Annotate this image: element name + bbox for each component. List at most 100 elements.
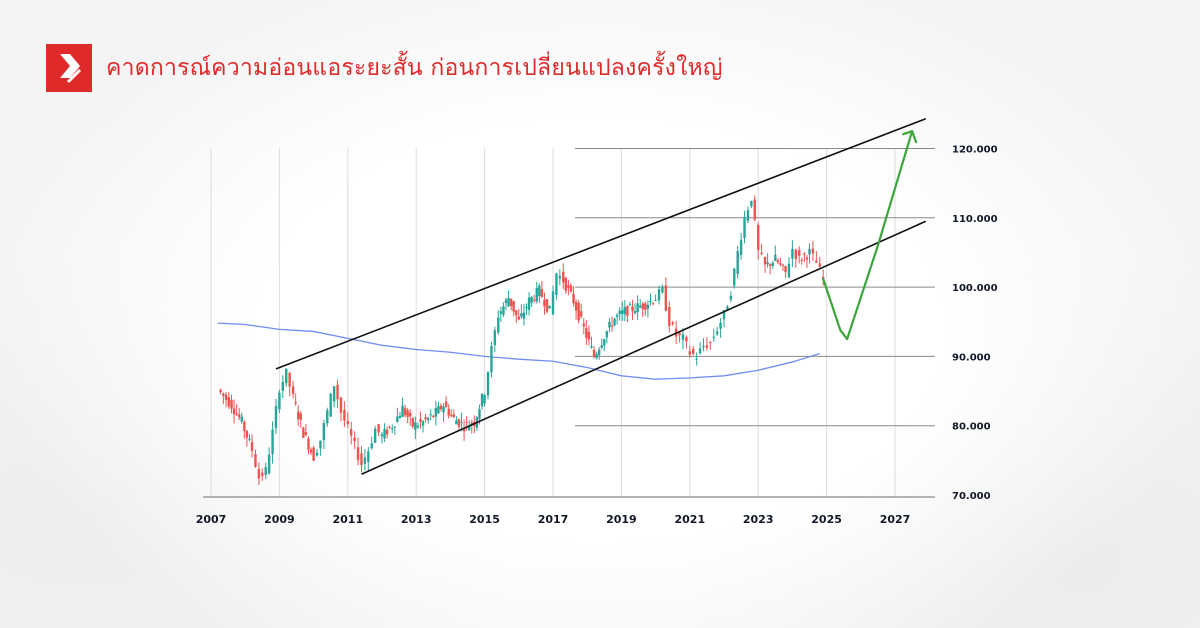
forecast-line (822, 130, 914, 341)
candle-body (383, 428, 386, 439)
channel-lower-line (361, 220, 927, 475)
candle-body (504, 299, 508, 304)
candle-body (692, 348, 695, 354)
candle-body (224, 394, 228, 400)
candle-body (393, 426, 397, 428)
y-tick-label: 90.000 (952, 352, 991, 363)
candle-body (444, 401, 448, 408)
candle-body (623, 307, 627, 315)
candle-body (403, 407, 407, 416)
candle-body (621, 310, 624, 314)
x-tick-label: 2009 (264, 513, 295, 526)
candle-body (564, 277, 568, 291)
candle-body (434, 408, 438, 417)
candle-body (595, 353, 598, 358)
y-tick-label: 80.000 (952, 422, 991, 433)
candle-body (254, 453, 257, 467)
grid (203, 148, 935, 498)
candle-body (257, 468, 261, 479)
candle-body (235, 413, 238, 415)
candle-body (274, 406, 278, 428)
channel-upper-line (275, 117, 927, 370)
candle-body (590, 346, 593, 348)
candle-body (227, 397, 230, 407)
candle-body (664, 285, 668, 311)
candle-body (414, 422, 417, 430)
candle-body (509, 298, 513, 306)
candle-body (641, 303, 644, 310)
candle-body (470, 422, 473, 425)
candle-body (784, 266, 787, 273)
candle-body (715, 331, 719, 335)
candle-body (558, 275, 562, 279)
candle-body (232, 408, 236, 415)
candle-body (791, 249, 794, 259)
candle-body (391, 428, 394, 430)
candle-body (261, 472, 264, 477)
candle-body (460, 422, 463, 424)
candle-body (230, 399, 233, 409)
moving-average-path (217, 322, 820, 380)
candle-body (781, 264, 785, 266)
candle-body (240, 416, 243, 422)
candle-body (396, 416, 399, 422)
candle-body (507, 298, 510, 307)
candle-body (309, 449, 313, 453)
candle-body (411, 418, 414, 427)
candle-body (465, 421, 468, 423)
candle-body (515, 310, 518, 316)
x-tick-label: 2019 (606, 513, 637, 526)
candle-body (646, 304, 650, 309)
candle-body (437, 406, 440, 414)
candle-body (698, 348, 702, 354)
candle-body (388, 426, 391, 428)
candle-body (771, 262, 774, 266)
candle-body (248, 438, 251, 440)
candle-body (373, 428, 377, 443)
candle-body (332, 386, 336, 402)
candle-body (409, 412, 412, 417)
candle-body (468, 426, 471, 431)
candle-body (385, 429, 389, 435)
candle-body (613, 318, 616, 326)
candle-body (719, 322, 722, 329)
candle-body (805, 257, 809, 260)
trend-channel (275, 117, 927, 475)
candle-body (455, 420, 458, 425)
candle-body (695, 358, 698, 360)
candle-body (520, 313, 523, 317)
candle-body (322, 423, 326, 441)
candle-body (818, 263, 821, 267)
x-tick-label: 2027 (880, 513, 911, 526)
candle-body (243, 421, 246, 432)
candle-body (562, 271, 565, 283)
y-tick-label: 70.000 (952, 491, 991, 502)
candle-body (432, 415, 435, 417)
x-tick-label: 2025 (811, 513, 842, 526)
candle-body (360, 453, 363, 466)
candle-body (551, 291, 555, 315)
candle-body (452, 414, 456, 417)
candle-body (527, 297, 531, 310)
candle-body (450, 414, 453, 416)
candle-body (535, 287, 538, 302)
candle-body (639, 305, 642, 308)
moving-average-line (217, 322, 820, 380)
candle-body (766, 262, 769, 265)
candle-body (760, 252, 763, 255)
candle-body (757, 224, 760, 250)
candle-body (285, 368, 288, 384)
y-tick-label: 110.000 (952, 214, 998, 225)
candle-body (685, 337, 688, 342)
forecast-path (822, 130, 918, 341)
candle-body (480, 393, 484, 407)
x-tick-label: 2015 (469, 513, 500, 526)
x-tick-label: 2013 (401, 513, 432, 526)
candle-body (592, 349, 596, 358)
candle-body (688, 351, 691, 355)
candle-body (499, 311, 503, 314)
candle-body (291, 386, 295, 394)
candle-body (447, 408, 450, 416)
candle-body (702, 345, 705, 348)
